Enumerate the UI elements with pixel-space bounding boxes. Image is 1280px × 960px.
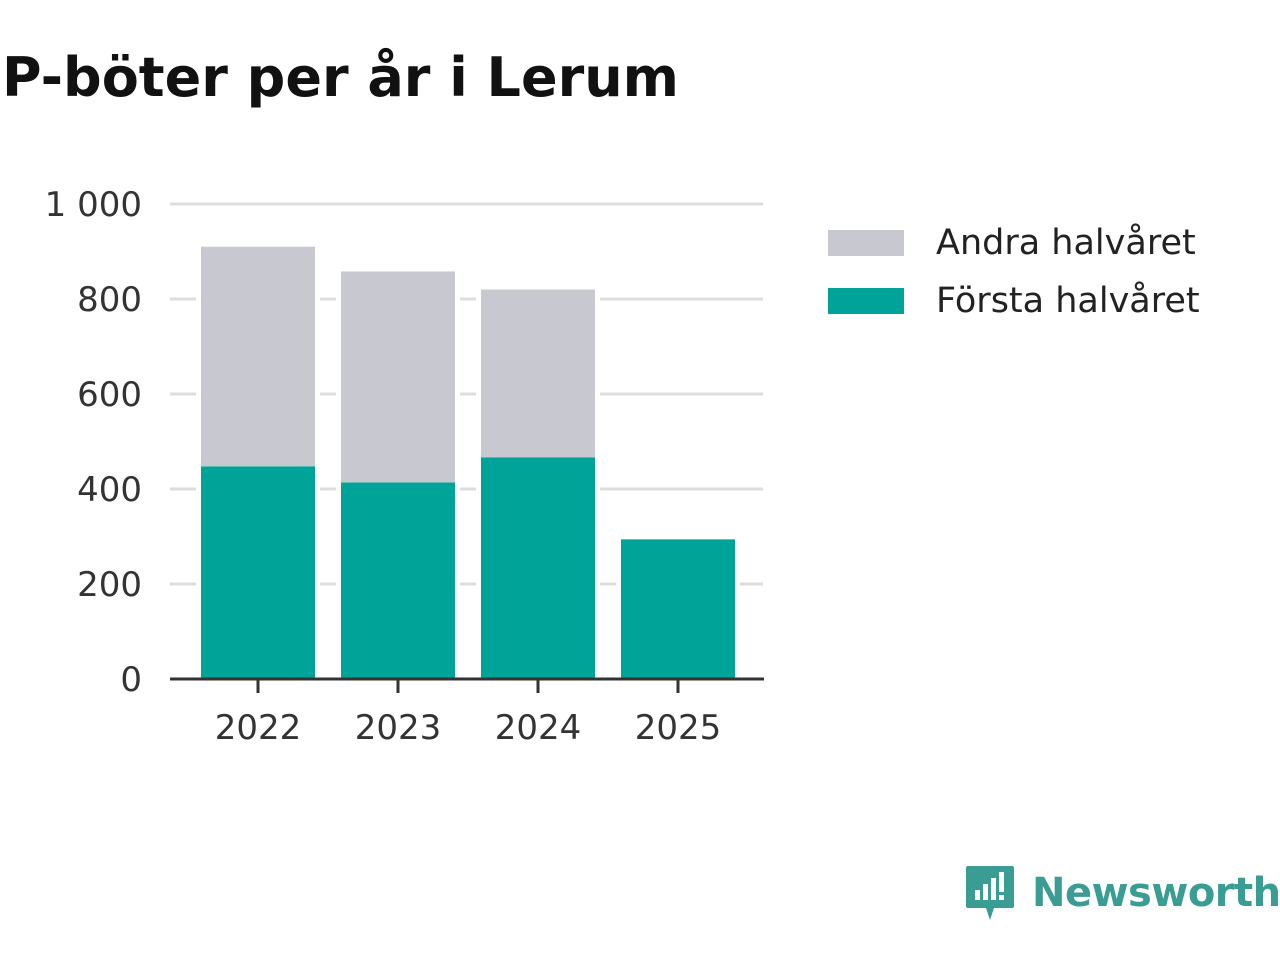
bar-2023-andra bbox=[341, 271, 455, 483]
newsworthy-logo-icon bbox=[966, 866, 1014, 920]
chart-title: P-böter per år i Lerum bbox=[2, 46, 679, 109]
bar-2024-andra bbox=[481, 289, 595, 458]
legend-label-andra: Andra halvåret bbox=[936, 223, 1196, 263]
legend-swatch-forsta bbox=[828, 288, 904, 314]
legend-label-forsta: Första halvåret bbox=[936, 281, 1200, 321]
y-tick-label-600: 600 bbox=[77, 375, 142, 415]
x-tick-label-2024: 2024 bbox=[495, 708, 582, 748]
x-tick-label-2022: 2022 bbox=[215, 708, 302, 748]
bar-2024-forsta bbox=[481, 457, 595, 679]
legend-swatch-andra bbox=[828, 230, 904, 256]
legend-item-andra: Andra halvåret bbox=[828, 214, 1200, 272]
legend: Andra halvåret Första halvåret bbox=[828, 214, 1200, 330]
y-tick-label-200: 200 bbox=[77, 565, 142, 605]
y-tick-label-1000: 1 000 bbox=[45, 185, 142, 225]
bar-2022-andra bbox=[201, 246, 315, 467]
y-tick-label-400: 400 bbox=[77, 470, 142, 510]
brand-logo: Newsworthy bbox=[964, 862, 1280, 924]
bar-2023-forsta bbox=[341, 482, 455, 679]
x-tick-label-2023: 2023 bbox=[355, 708, 442, 748]
bar-2022-forsta bbox=[201, 466, 315, 679]
brand-name: Newsworthy bbox=[1032, 870, 1280, 916]
y-tick-label-0: 0 bbox=[120, 660, 142, 700]
bar-2025-forsta bbox=[621, 539, 735, 679]
x-tick-label-2025: 2025 bbox=[635, 708, 722, 748]
legend-item-forsta: Första halvåret bbox=[828, 272, 1200, 330]
y-tick-label-800: 800 bbox=[77, 280, 142, 320]
